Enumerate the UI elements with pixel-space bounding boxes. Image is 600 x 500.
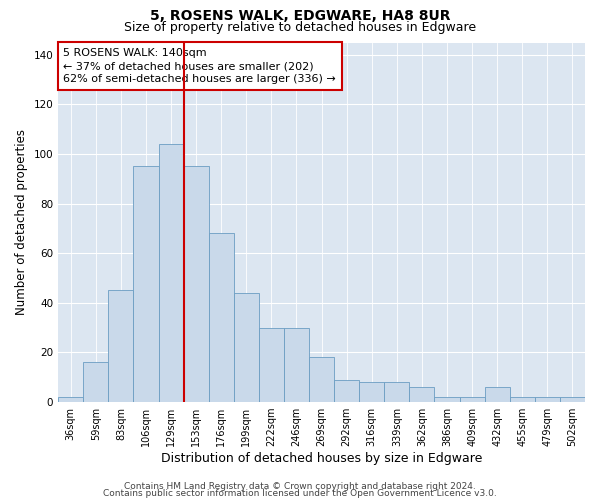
Bar: [58, 397, 83, 402]
Text: Contains HM Land Registry data © Crown copyright and database right 2024.: Contains HM Land Registry data © Crown c…: [124, 482, 476, 491]
Bar: [209, 234, 234, 402]
Bar: [485, 387, 510, 402]
Bar: [359, 382, 385, 402]
Text: Size of property relative to detached houses in Edgware: Size of property relative to detached ho…: [124, 22, 476, 35]
Bar: [259, 328, 284, 402]
Bar: [434, 397, 460, 402]
Bar: [334, 380, 359, 402]
Bar: [284, 328, 309, 402]
Bar: [234, 293, 259, 402]
Bar: [535, 397, 560, 402]
Bar: [184, 166, 209, 402]
Bar: [409, 387, 434, 402]
Bar: [560, 397, 585, 402]
Y-axis label: Number of detached properties: Number of detached properties: [15, 130, 28, 316]
Bar: [309, 358, 334, 402]
Bar: [510, 397, 535, 402]
Bar: [460, 397, 485, 402]
Bar: [109, 290, 133, 402]
Bar: [158, 144, 184, 402]
Text: 5, ROSENS WALK, EDGWARE, HA8 8UR: 5, ROSENS WALK, EDGWARE, HA8 8UR: [150, 9, 450, 23]
Text: Contains public sector information licensed under the Open Government Licence v3: Contains public sector information licen…: [103, 489, 497, 498]
X-axis label: Distribution of detached houses by size in Edgware: Distribution of detached houses by size …: [161, 452, 482, 465]
Bar: [385, 382, 409, 402]
Bar: [133, 166, 158, 402]
Text: 5 ROSENS WALK: 140sqm
← 37% of detached houses are smaller (202)
62% of semi-det: 5 ROSENS WALK: 140sqm ← 37% of detached …: [64, 48, 336, 84]
Bar: [83, 362, 109, 402]
